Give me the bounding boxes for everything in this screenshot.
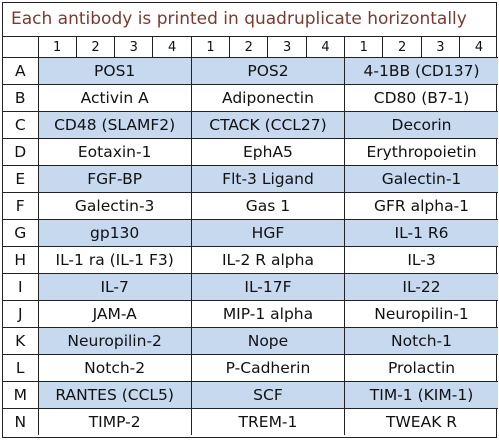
table-row: K Neuropilin-2 Nope Notch-1 bbox=[3, 327, 498, 355]
table-row: B Activin A Adiponectin CD80 (B7-1) bbox=[3, 84, 498, 112]
row-letter: F bbox=[3, 192, 39, 220]
antibody-cell: IL-22 bbox=[344, 273, 498, 301]
antibody-cell: JAM-A bbox=[37, 300, 192, 328]
antibody-cell: CTACK (CCL27) bbox=[190, 111, 346, 139]
antibody-cell: EphA5 bbox=[190, 138, 346, 166]
antibody-cell: P-Cadherin bbox=[190, 354, 346, 382]
table-row: H IL-1 ra (IL-1 F3) IL-2 R alpha IL-3 bbox=[3, 246, 498, 274]
row-letter: L bbox=[3, 354, 39, 382]
antibody-cell: TREM-1 bbox=[190, 408, 346, 435]
row-letter: I bbox=[3, 273, 39, 301]
antibody-cell: 4-1BB (CD137) bbox=[344, 57, 498, 85]
row-letter: M bbox=[3, 381, 39, 409]
antibody-cell: Galectin-1 bbox=[344, 165, 498, 193]
column-number: 3 bbox=[267, 37, 307, 58]
array-table: 1 2 3 4 1 2 3 4 1 2 3 4 A POS1 POS2 4-1BB (CD137) B Activ… bbox=[3, 37, 498, 435]
antibody-cell: CD80 (B7-1) bbox=[344, 84, 498, 112]
antibody-cell: Neuropilin-1 bbox=[344, 300, 498, 328]
antibody-cell: Activin A bbox=[37, 84, 192, 112]
table-row: D Eotaxin-1 EphA5 Erythropoietin bbox=[3, 138, 498, 166]
table-row: C CD48 (SLAMF2) CTACK (CCL27) Decorin bbox=[3, 111, 498, 139]
antibody-cell: Galectin-3 bbox=[37, 192, 192, 220]
antibody-cell: IL-7 bbox=[37, 273, 192, 301]
corner-cell bbox=[3, 37, 39, 58]
row-letter: A bbox=[3, 57, 39, 85]
table-row: E FGF-BP Flt-3 Ligand Galectin-1 bbox=[3, 165, 498, 193]
row-letter: G bbox=[3, 219, 39, 247]
column-number: 4 bbox=[459, 37, 498, 58]
antibody-cell: Neuropilin-2 bbox=[37, 327, 192, 355]
table-row: L Notch-2 P-Cadherin Prolactin bbox=[3, 354, 498, 382]
column-number: 2 bbox=[382, 37, 422, 58]
row-letter: B bbox=[3, 84, 39, 112]
antibody-cell: FGF-BP bbox=[37, 165, 192, 193]
antibody-cell: TIMP-2 bbox=[37, 408, 192, 435]
column-number: 1 bbox=[37, 37, 77, 58]
antibody-cell: RANTES (CCL5) bbox=[37, 381, 192, 409]
column-number: 1 bbox=[190, 37, 231, 58]
antibody-cell: IL-17F bbox=[190, 273, 346, 301]
antibody-cell: Nope bbox=[190, 327, 346, 355]
antibody-cell: Prolactin bbox=[344, 354, 498, 382]
antibody-cell: Notch-2 bbox=[37, 354, 192, 382]
table-row: M RANTES (CCL5) SCF TIM-1 (KIM-1) bbox=[3, 381, 498, 409]
antibody-cell: IL-1 ra (IL-1 F3) bbox=[37, 246, 192, 274]
table-row: N TIMP-2 TREM-1 TWEAK R bbox=[3, 408, 498, 435]
antibody-cell: gp130 bbox=[37, 219, 192, 247]
antibody-cell: Flt-3 Ligand bbox=[190, 165, 346, 193]
row-letter: N bbox=[3, 408, 39, 435]
table-row: F Galectin-3 Gas 1 GFR alpha-1 bbox=[3, 192, 498, 220]
column-number: 4 bbox=[305, 37, 346, 58]
antibody-cell: IL-3 bbox=[344, 246, 498, 274]
column-number: 2 bbox=[229, 37, 269, 58]
antibody-cell: HGF bbox=[190, 219, 346, 247]
antibody-cell: POS2 bbox=[190, 57, 346, 85]
column-number: 3 bbox=[114, 37, 154, 58]
antibody-cell: Notch-1 bbox=[344, 327, 498, 355]
antibody-cell: SCF bbox=[190, 381, 346, 409]
row-letter: C bbox=[3, 111, 39, 139]
row-letter: J bbox=[3, 300, 39, 328]
row-letter: E bbox=[3, 165, 39, 193]
column-number: 3 bbox=[420, 37, 461, 58]
antibody-cell: Erythropoietin bbox=[344, 138, 498, 166]
antibody-cell: GFR alpha-1 bbox=[344, 192, 498, 220]
antibody-cell: Eotaxin-1 bbox=[37, 138, 192, 166]
antibody-cell: IL-2 R alpha bbox=[190, 246, 346, 274]
antibody-cell: CD48 (SLAMF2) bbox=[37, 111, 192, 139]
row-letter: H bbox=[3, 246, 39, 274]
table-row: J JAM-A MIP-1 alpha Neuropilin-1 bbox=[3, 300, 498, 328]
antibody-cell: TIM-1 (KIM-1) bbox=[344, 381, 498, 409]
antibody-cell: MIP-1 alpha bbox=[190, 300, 346, 328]
antibody-cell: IL-1 R6 bbox=[344, 219, 498, 247]
row-letter: D bbox=[3, 138, 39, 166]
antibody-cell: TWEAK R bbox=[344, 408, 498, 435]
page-title: Each antibody is printed in quadruplicat… bbox=[3, 3, 496, 37]
antibody-cell: Decorin bbox=[344, 111, 498, 139]
row-letter: K bbox=[3, 327, 39, 355]
table-row: A POS1 POS2 4-1BB (CD137) bbox=[3, 57, 498, 85]
column-number: 4 bbox=[152, 37, 192, 58]
table-row: I IL-7 IL-17F IL-22 bbox=[3, 273, 498, 301]
antibody-cell: Gas 1 bbox=[190, 192, 346, 220]
column-number: 2 bbox=[75, 37, 116, 58]
antibody-cell: Adiponectin bbox=[190, 84, 346, 112]
antibody-cell: POS1 bbox=[37, 57, 192, 85]
column-number: 1 bbox=[344, 37, 384, 58]
